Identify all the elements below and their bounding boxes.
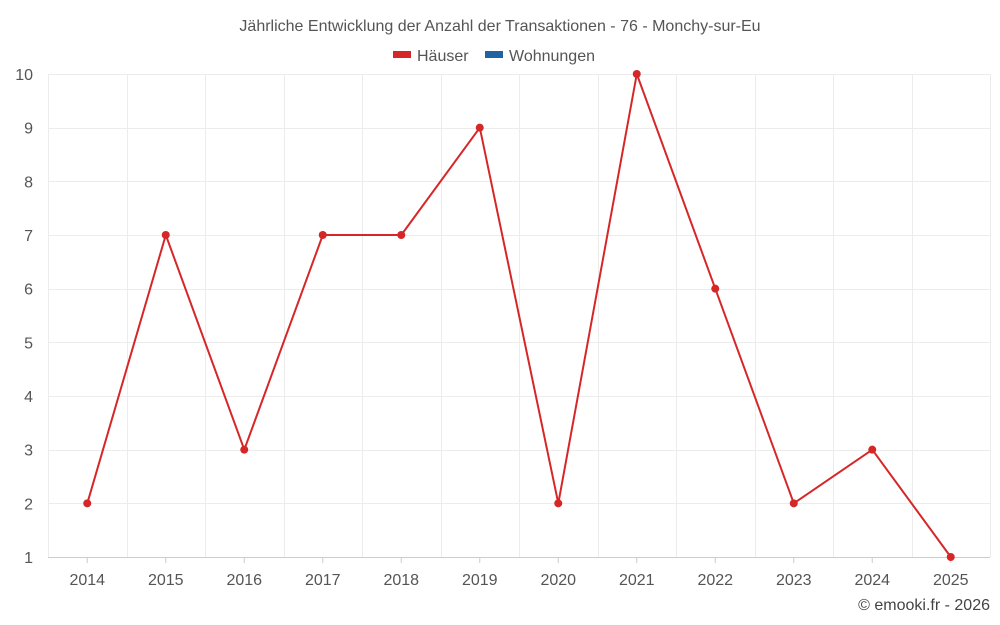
x-tick-label: 2017 bbox=[305, 572, 341, 589]
y-tick-label: 5 bbox=[24, 335, 33, 352]
data-point[interactable] bbox=[711, 284, 720, 293]
x-tick-label: 2025 bbox=[933, 572, 969, 589]
data-point[interactable] bbox=[161, 231, 170, 239]
y-tick-label: 3 bbox=[24, 443, 33, 460]
credit: © emooki.fr - 2026 bbox=[858, 597, 990, 614]
y-tick-label: 7 bbox=[24, 228, 33, 245]
grid bbox=[48, 74, 991, 557]
y-tick-label: 4 bbox=[24, 389, 33, 406]
y-tick-label: 6 bbox=[24, 282, 33, 299]
chart-title: Jährliche Entwicklung der Anzahl der Tra… bbox=[239, 18, 760, 35]
data-point[interactable] bbox=[83, 499, 92, 508]
x-tick-label: 2019 bbox=[462, 572, 498, 589]
y-tick-label: 8 bbox=[24, 174, 33, 191]
y-tick-label: 9 bbox=[24, 121, 33, 138]
data-point[interactable] bbox=[397, 231, 406, 239]
x-tick-label: 2024 bbox=[854, 572, 890, 589]
x-tick-label: 2023 bbox=[776, 572, 812, 589]
data-point[interactable] bbox=[632, 70, 641, 78]
x-tick-label: 2018 bbox=[383, 572, 419, 589]
data-point[interactable] bbox=[318, 231, 327, 239]
y-tick-label: 2 bbox=[24, 496, 33, 513]
data-point[interactable] bbox=[868, 445, 877, 454]
y-axis-ticks: 1 2 3 4 5 6 7 8 9 10 bbox=[15, 67, 33, 567]
x-tick-label: 2022 bbox=[697, 572, 733, 589]
legend-swatch-wohnungen bbox=[485, 51, 503, 58]
x-axis-ticks: 2014 2015 2016 2017 2018 2019 2020 2021 2022 2023… bbox=[69, 557, 969, 589]
data-point[interactable] bbox=[475, 123, 484, 132]
legend-label-haeuser: Häuser bbox=[417, 48, 469, 65]
x-tick-label: 2016 bbox=[226, 572, 262, 589]
x-tick-label: 2015 bbox=[148, 572, 184, 589]
legend-swatch-haeuser bbox=[393, 51, 411, 58]
legend-label-wohnungen: Wohnungen bbox=[509, 48, 595, 65]
x-tick-label: 2021 bbox=[619, 572, 655, 589]
data-point[interactable] bbox=[554, 499, 563, 508]
data-point[interactable] bbox=[946, 553, 955, 561]
series-layer bbox=[83, 70, 955, 561]
y-tick-label: 10 bbox=[15, 67, 33, 84]
legend-item-haeuser[interactable]: Häuser bbox=[393, 48, 469, 65]
series-line-0 bbox=[86, 73, 952, 558]
data-point[interactable] bbox=[789, 499, 798, 508]
legend: Häuser Wohnungen bbox=[393, 48, 595, 65]
legend-item-wohnungen[interactable]: Wohnungen bbox=[485, 48, 595, 65]
data-point[interactable] bbox=[240, 445, 249, 454]
y-tick-label: 1 bbox=[24, 550, 33, 567]
x-tick-label: 2020 bbox=[540, 572, 576, 589]
x-tick-label: 2014 bbox=[69, 572, 105, 589]
